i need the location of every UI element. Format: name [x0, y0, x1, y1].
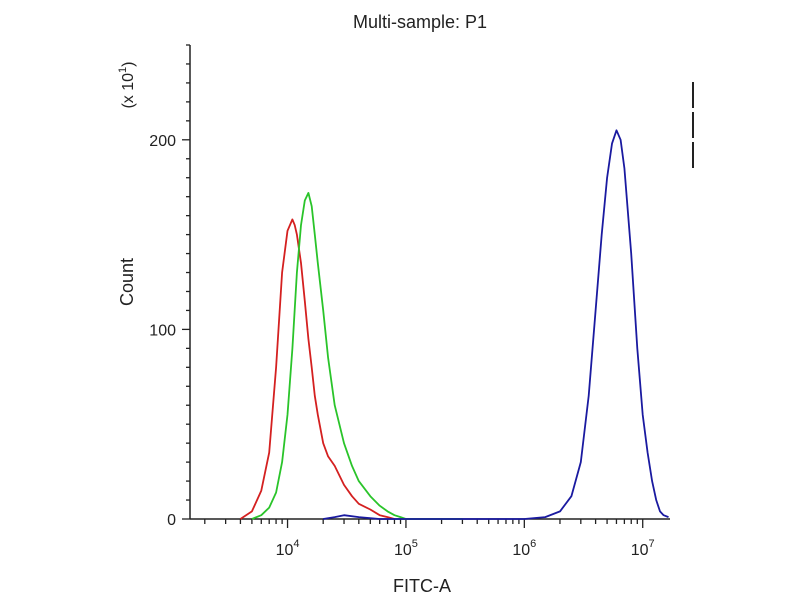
y-tick-label: 200: [149, 133, 176, 150]
x-axis-ticks: 104 105 106 107: [204, 519, 655, 559]
x-tick-label: 107: [631, 538, 655, 559]
y-tick-label: 100: [149, 322, 176, 339]
series-layer: [239, 129, 669, 520]
x-tick-label: 104: [276, 538, 300, 559]
x-tick-label: 106: [512, 538, 536, 559]
series-line-1: [239, 218, 395, 520]
y-axis-multiplier-label: (x 101): [117, 61, 137, 108]
series-line-3: [323, 129, 669, 520]
x-axis-label: FITC-A: [393, 576, 451, 596]
chart-title: Multi-sample: P1: [353, 12, 487, 32]
y-tick-label: 0: [167, 512, 176, 529]
y-axis-label: Count: [117, 258, 137, 306]
series-line-2: [251, 191, 463, 520]
y-axis-ticks: 0 100 200: [149, 44, 190, 529]
plot-area: 0 100 200 104 105 106 107: [149, 44, 670, 559]
x-tick-label: 105: [394, 538, 418, 559]
